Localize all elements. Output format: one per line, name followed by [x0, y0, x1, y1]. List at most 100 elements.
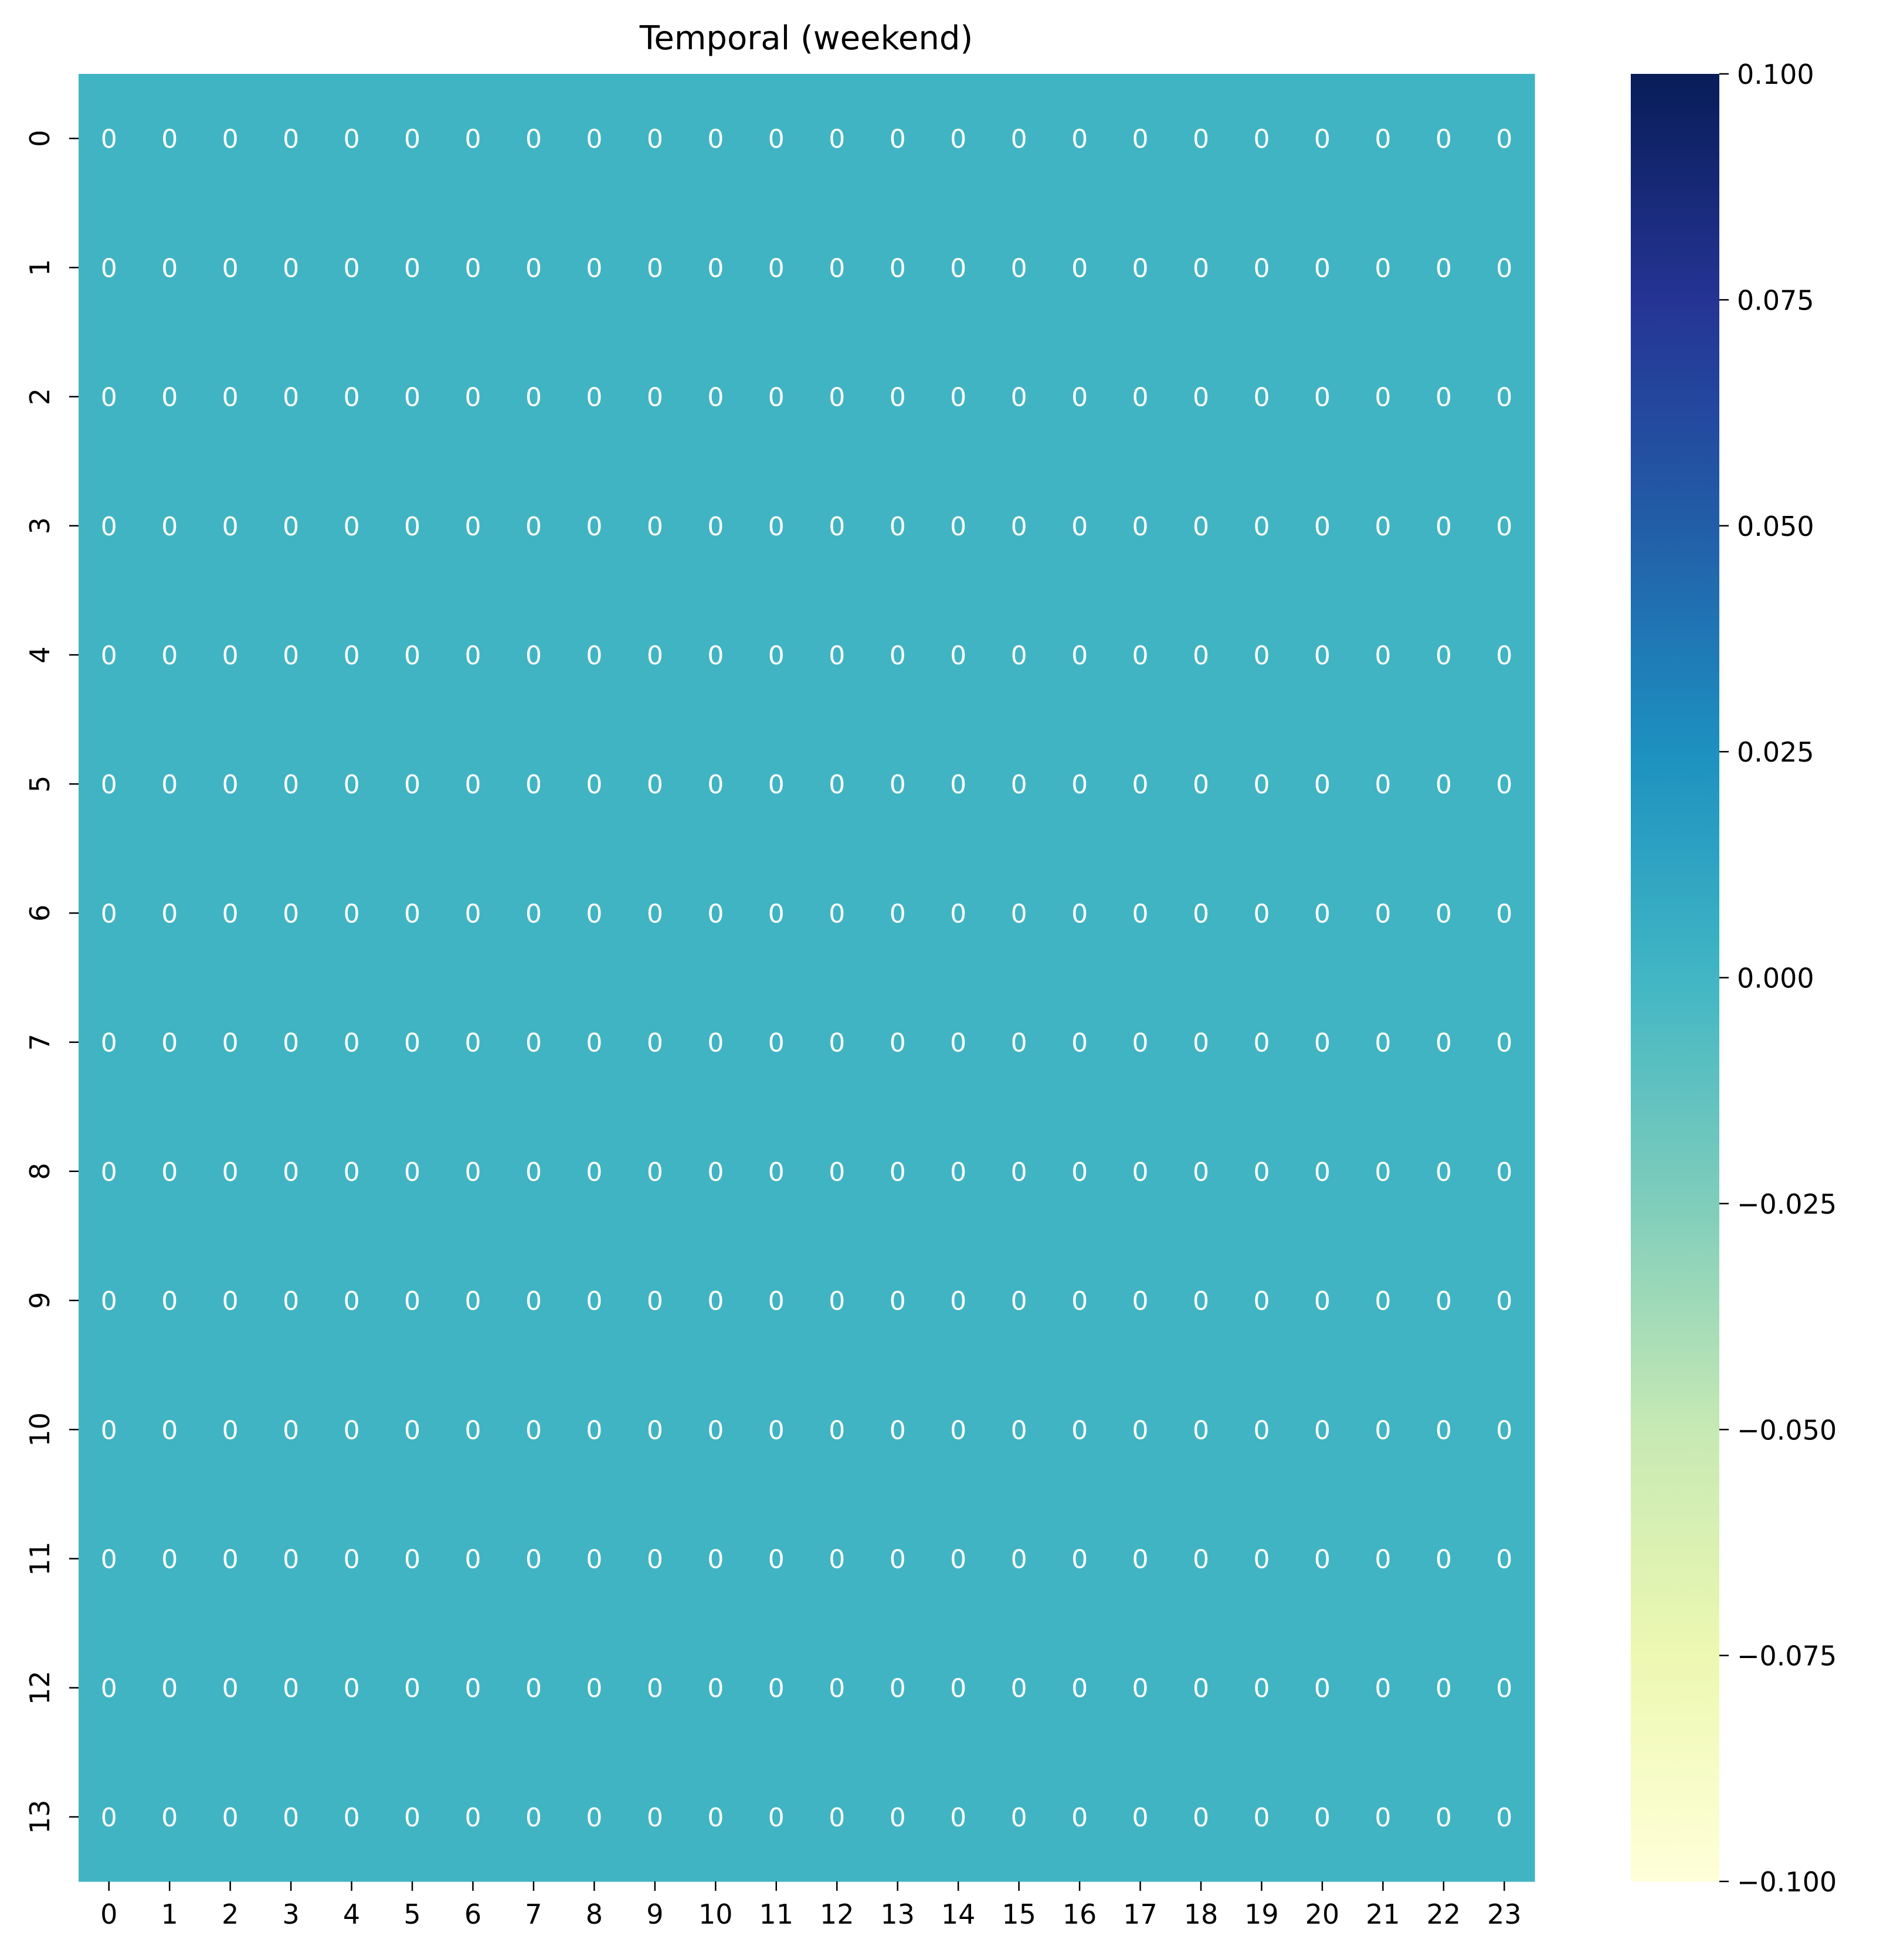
- heatmap-cell: [382, 332, 443, 462]
- heatmap-cell: [1049, 203, 1111, 333]
- heatmap-cell: [1109, 332, 1171, 462]
- x-tick-label: 13: [880, 1898, 915, 1930]
- heatmap-cell: [1474, 461, 1535, 591]
- heatmap-cell: [1352, 1494, 1414, 1624]
- cell-annotation: 0: [647, 1803, 663, 1833]
- heatmap-cell: [199, 590, 261, 720]
- heatmap-cell: [564, 1494, 625, 1624]
- heatmap-cell: [139, 1106, 201, 1237]
- cell-annotation: 0: [768, 770, 785, 800]
- cell-annotation: 0: [404, 1157, 420, 1187]
- cell-annotation: 0: [1193, 1674, 1209, 1704]
- heatmap-cell: [867, 977, 929, 1108]
- y-tick-label: 9: [24, 1292, 56, 1309]
- heatmap-cell: [564, 848, 625, 979]
- cell-annotation: 0: [101, 1415, 117, 1445]
- cell-annotation: 0: [768, 641, 785, 671]
- heatmap-cell: [1109, 461, 1171, 591]
- cell-annotation: 0: [464, 1674, 481, 1704]
- cell-annotation: 0: [890, 641, 906, 671]
- cell-annotation: 0: [1314, 641, 1331, 671]
- cell-annotation: 0: [1436, 641, 1452, 671]
- cell-annotation: 0: [586, 1286, 602, 1316]
- cell-annotation: 0: [222, 512, 239, 542]
- cell-annotation: 0: [586, 1803, 602, 1833]
- cell-annotation: 0: [101, 1286, 117, 1316]
- heatmap-cell: [806, 977, 868, 1108]
- heatmap-cell: [1231, 1365, 1292, 1494]
- cell-annotation: 0: [768, 899, 785, 929]
- heatmap-cell: [988, 74, 1050, 203]
- heatmap-cell: [1413, 977, 1475, 1108]
- heatmap-cell: [260, 1106, 322, 1237]
- heatmap-cell: [321, 1494, 382, 1624]
- cell-annotation: 0: [1314, 253, 1331, 283]
- heatmap-cell: [199, 848, 261, 979]
- heatmap-cell: [139, 461, 201, 591]
- heatmap-cell: [625, 977, 686, 1108]
- heatmap-cell: [806, 1106, 868, 1237]
- cell-annotation: 0: [1132, 1415, 1149, 1445]
- cell-annotation: 0: [525, 1415, 542, 1445]
- cell-annotation: 0: [1253, 1803, 1270, 1833]
- heatmap-cell: [1231, 590, 1292, 720]
- cell-annotation: 0: [647, 253, 663, 283]
- heatmap-cell: [321, 203, 382, 333]
- cell-annotation: 0: [1496, 1415, 1512, 1445]
- cell-annotation: 0: [1011, 512, 1027, 542]
- cell-annotation: 0: [161, 641, 178, 671]
- heatmap-cell: [79, 203, 140, 333]
- heatmap-cell: [1049, 848, 1111, 979]
- cell-annotation: 0: [829, 124, 845, 154]
- cell-annotation: 0: [283, 1803, 299, 1833]
- cell-annotation: 0: [101, 1674, 117, 1704]
- cell-annotation: 0: [344, 1028, 360, 1058]
- cell-annotation: 0: [1436, 1157, 1452, 1187]
- heatmap-cell: [1413, 1494, 1475, 1624]
- heatmap-cell: [1352, 1365, 1414, 1494]
- heatmap-cell: [564, 1623, 625, 1753]
- cell-annotation: 0: [890, 1286, 906, 1316]
- heatmap-cell: [625, 848, 686, 979]
- heatmap-cell: [1352, 977, 1414, 1108]
- cell-annotation: 0: [404, 1028, 420, 1058]
- heatmap-cell: [321, 1106, 382, 1237]
- cell-annotation: 0: [1011, 383, 1027, 413]
- heatmap-cell: [1109, 1235, 1171, 1365]
- cell-annotation: 0: [1193, 1544, 1209, 1574]
- heatmap-cell: [79, 1494, 140, 1624]
- heatmap-cell: [1474, 719, 1535, 849]
- cell-annotation: 0: [525, 1286, 542, 1316]
- heatmap-cell: [1109, 203, 1171, 333]
- cell-annotation: 0: [890, 1157, 906, 1187]
- heatmap-cell: [988, 1365, 1050, 1494]
- cell-annotation: 0: [829, 1028, 845, 1058]
- heatmap-cell: [1413, 332, 1475, 462]
- cell-annotation: 0: [344, 383, 360, 413]
- cell-annotation: 0: [283, 1157, 299, 1187]
- heatmap-cell: [928, 848, 989, 979]
- heatmap-cell: [382, 1623, 443, 1753]
- heatmap-cell: [1413, 1365, 1475, 1494]
- cell-annotation: 0: [101, 1803, 117, 1833]
- cell-annotation: 0: [890, 512, 906, 542]
- heatmap-cell: [260, 719, 322, 849]
- cell-annotation: 0: [707, 1544, 724, 1574]
- heatmap-cell: [1170, 719, 1232, 849]
- cell-annotation: 0: [1375, 1415, 1391, 1445]
- cell-annotation: 0: [1193, 124, 1209, 154]
- cell-annotation: 0: [950, 512, 966, 542]
- heatmap-cell: [564, 332, 625, 462]
- heatmap-cell: [79, 1106, 140, 1237]
- heatmap-cell: [1109, 977, 1171, 1108]
- heatmap-cell: [79, 332, 140, 462]
- heatmap-cell: [442, 1235, 504, 1365]
- cell-annotation: 0: [1496, 1286, 1512, 1316]
- cell-annotation: 0: [1375, 1286, 1391, 1316]
- heatmap-cell: [806, 1494, 868, 1624]
- heatmap-cell: [564, 203, 625, 333]
- heatmap-cell: [503, 977, 565, 1108]
- cell-annotation: 0: [404, 253, 420, 283]
- cell-annotation: 0: [707, 1157, 724, 1187]
